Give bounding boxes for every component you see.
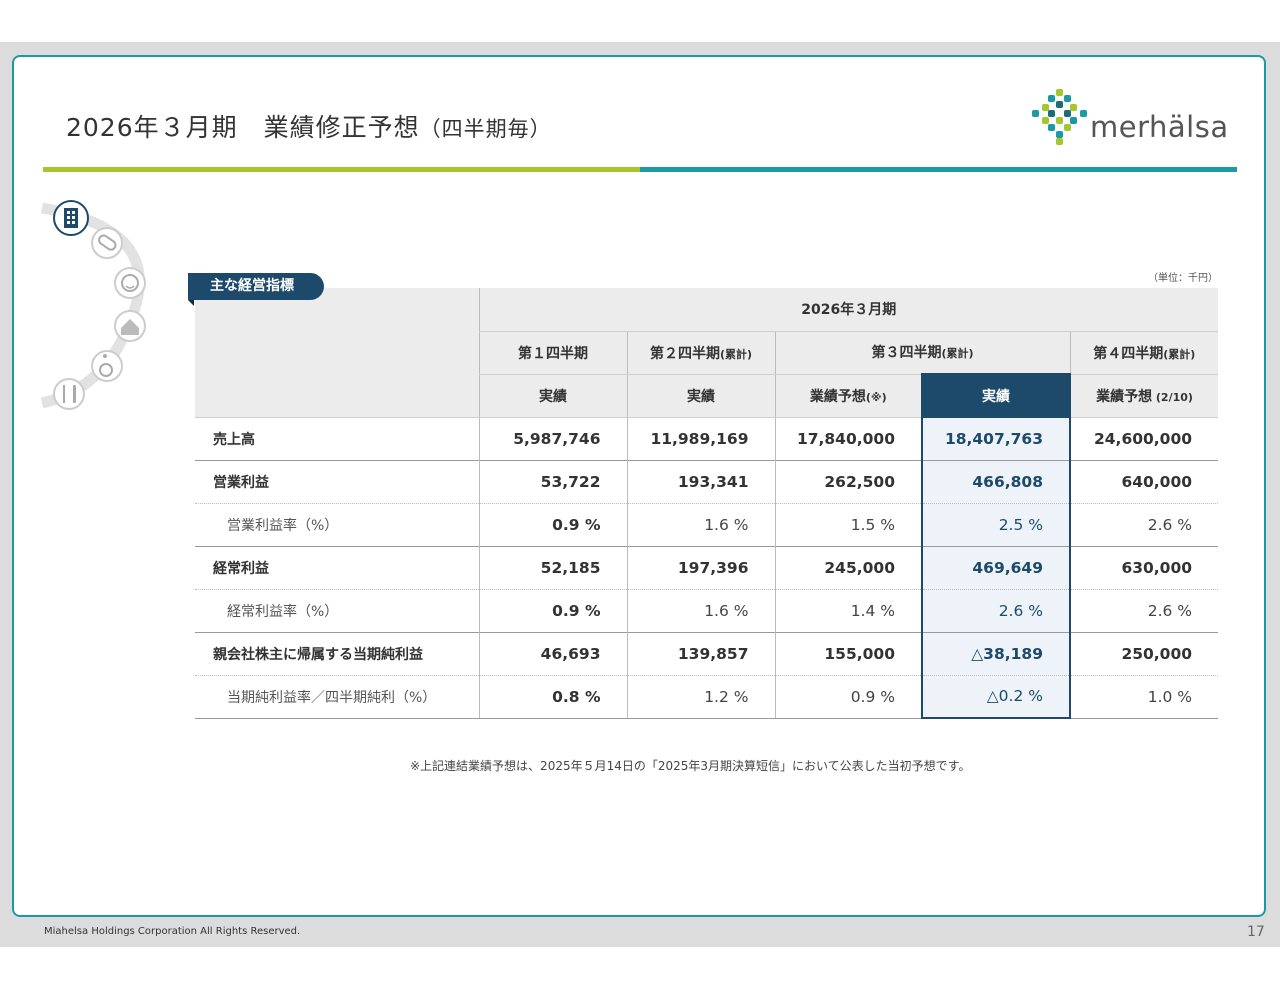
value-cell: 53,722 [478, 459, 627, 503]
building-icon [53, 200, 89, 236]
table-corner [195, 288, 479, 418]
wheelchair-icon [91, 350, 123, 382]
quarter-header: 第２四半期(累計) [626, 331, 775, 375]
value-cell: 11,989,169 [626, 416, 775, 460]
row-label: 当期純利益率／四半期純利（%） [195, 674, 479, 719]
value-cell-highlight: 2.5 % [921, 502, 1071, 546]
value-cell: 640,000 [1069, 459, 1219, 503]
table-row: 営業利益 53,722 193,341 262,500 466,808 640,… [195, 459, 1219, 503]
value-cell: 245,000 [774, 545, 922, 589]
logo-mark [1032, 89, 1087, 145]
section-tag-fold [188, 300, 194, 306]
value-cell: 0.9 % [478, 502, 627, 546]
service-icons-arc [40, 200, 146, 410]
value-cell: 262,500 [774, 459, 922, 503]
section-tag: 主な経営指標 [188, 273, 324, 300]
value-cell: 2.6 % [1069, 588, 1219, 632]
home-icon [114, 310, 146, 342]
period-header: 2026年３月期 [478, 288, 1219, 332]
value-cell: 46,693 [478, 631, 627, 675]
subhead-cell-highlight: 実績 [921, 373, 1071, 418]
unit-label: （単位：千円） [1148, 273, 1218, 284]
row-label: 営業利益 [195, 459, 479, 503]
quarter-header: 第４四半期(累計) [1069, 331, 1219, 375]
kpi-table: 2026年３月期 第１四半期 第２四半期(累計) 第３四半期(累計) 第４四半期… [195, 288, 1219, 719]
value-cell-highlight: △38,189 [921, 631, 1071, 675]
value-cell: 155,000 [774, 631, 922, 675]
header-rule-teal [640, 167, 1237, 172]
quarter-header: 第１四半期 [478, 331, 627, 375]
table-row: 経常利益率（%） 0.9 % 1.6 % 1.4 % 2.6 % 2.6 % [195, 588, 1219, 632]
value-cell: 1.6 % [626, 588, 775, 632]
page-title: 2026年３月期 業績修正予想（四半期毎） [66, 113, 552, 142]
footnote: ※上記連結業績予想は、2025年５月14日の「2025年3月期決算短信」において… [410, 759, 971, 773]
value-cell: 197,396 [626, 545, 775, 589]
quarter-header: 第３四半期(累計) [774, 331, 1070, 375]
value-cell: 0.8 % [478, 674, 627, 719]
value-cell-highlight: 466,808 [921, 459, 1071, 503]
header-rule-green [43, 167, 640, 172]
subhead-cell: 業績予想 (2/10) [1069, 374, 1219, 418]
logo-text: merhälsa [1090, 110, 1229, 144]
value-cell: 24,600,000 [1069, 416, 1219, 460]
value-cell-highlight: 18,407,763 [921, 416, 1071, 460]
value-cell: 1.4 % [774, 588, 922, 632]
row-label: 経常利益 [195, 545, 479, 589]
row-label: 売上高 [195, 416, 479, 460]
row-label: 営業利益率（%） [195, 502, 479, 546]
cutlery-icon [53, 378, 85, 410]
value-cell-highlight: △0.2 % [921, 674, 1071, 719]
value-cell: 1.5 % [774, 502, 922, 546]
value-cell: 139,857 [626, 631, 775, 675]
subhead-cell: 実績 [626, 374, 775, 418]
value-cell: 17,840,000 [774, 416, 922, 460]
page-title-sub: （四半期毎） [419, 117, 552, 141]
value-cell: 5,987,746 [478, 416, 627, 460]
table-row: 売上高 5,987,746 11,989,169 17,840,000 18,4… [195, 416, 1219, 460]
table-row: 営業利益率（%） 0.9 % 1.6 % 1.5 % 2.5 % 2.6 % [195, 502, 1219, 546]
subhead-cell: 実績 [478, 374, 627, 418]
value-cell: 2.6 % [1069, 502, 1219, 546]
value-cell: 0.9 % [774, 674, 922, 719]
page-number: 17 [1247, 924, 1265, 940]
pill-icon [91, 227, 123, 259]
table-row: 親会社株主に帰属する当期純利益 46,693 139,857 155,000 △… [195, 631, 1219, 675]
value-cell: 52,185 [478, 545, 627, 589]
value-cell: 0.9 % [478, 588, 627, 632]
value-cell: 630,000 [1069, 545, 1219, 589]
value-cell: 250,000 [1069, 631, 1219, 675]
subhead-cell: 業績予想(※) [774, 374, 922, 418]
value-cell: 1.2 % [626, 674, 775, 719]
copyright: Miahelsa Holdings Corporation All Rights… [44, 926, 301, 937]
value-cell-highlight: 2.6 % [921, 588, 1071, 632]
row-label: 経常利益率（%） [195, 588, 479, 632]
table-row: 当期純利益率／四半期純利（%） 0.8 % 1.2 % 0.9 % △0.2 %… [195, 674, 1219, 719]
table-row: 経常利益 52,185 197,396 245,000 469,649 630,… [195, 545, 1219, 589]
face-icon [114, 267, 146, 299]
row-label: 親会社株主に帰属する当期純利益 [195, 631, 479, 675]
value-cell: 193,341 [626, 459, 775, 503]
value-cell-highlight: 469,649 [921, 545, 1071, 589]
value-cell: 1.0 % [1069, 674, 1219, 719]
value-cell: 1.6 % [626, 502, 775, 546]
